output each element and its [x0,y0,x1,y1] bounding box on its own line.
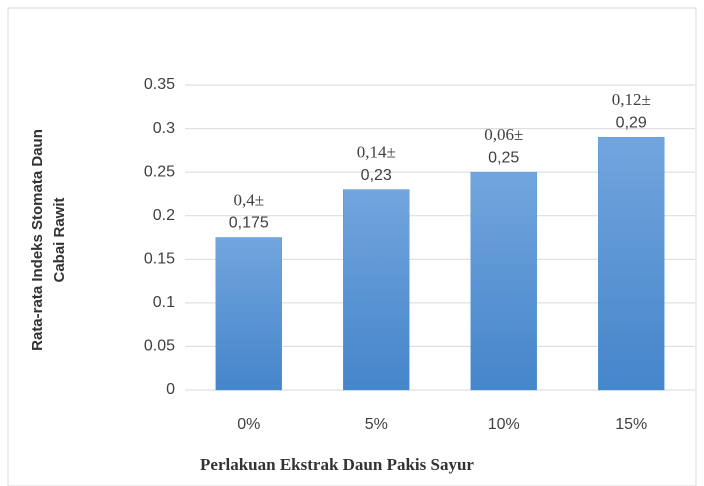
data-label: 0,175 [229,215,269,232]
annotation: 0,06± [484,125,523,144]
y-axis-title-line: Cabai Rawit [51,197,68,282]
x-tick-label: 0% [237,416,260,433]
y-tick-label: 0.35 [144,76,175,93]
y-tick-label: 0.1 [153,294,175,311]
data-label: 0,23 [361,167,392,184]
annotation: 0,14± [357,142,396,161]
y-tick-label: 0.15 [144,251,175,268]
annotation: 0,4± [233,190,264,209]
y-tick-label: 0.3 [153,120,175,137]
x-axis-title: Perlakuan Ekstrak Daun Pakis Sayur [200,455,474,474]
x-tick-label: 10% [488,416,520,433]
x-tick-label: 15% [615,416,647,433]
bar [470,171,537,391]
y-tick-label: 0.2 [153,207,175,224]
bar [343,189,410,391]
y-tick-label: 0.25 [144,163,175,180]
bar [215,237,282,391]
annotation: 0,12± [612,90,651,109]
bar [598,137,665,391]
data-label: 0,25 [488,149,519,166]
y-axis-title-line: Rata-rata Indeks Stomata Daun [29,129,46,351]
y-axis-title: Rata-rata Indeks Stomata Daun Cabai Rawi… [29,129,68,351]
y-tick-label: 0.05 [144,338,175,355]
data-label: 0,29 [616,115,647,132]
y-tick-label: 0 [166,381,175,398]
x-tick-label: 5% [365,416,388,433]
